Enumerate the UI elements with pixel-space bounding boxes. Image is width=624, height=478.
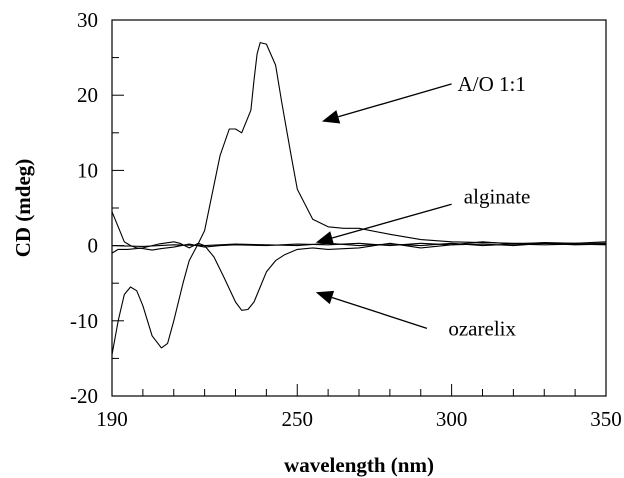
- x-tick-label: 250: [282, 407, 314, 431]
- annotation-label: A/O 1:1: [458, 72, 526, 96]
- annotation-arrowhead: [315, 231, 335, 245]
- x-tick-label: 300: [436, 407, 468, 431]
- y-tick-label: -10: [70, 309, 98, 333]
- y-tick-label: -20: [70, 384, 98, 408]
- annotation-arrow-line: [331, 296, 428, 329]
- x-tick-label: 350: [590, 407, 622, 431]
- y-tick-label: 10: [77, 158, 98, 182]
- annotation-arrowhead: [315, 290, 335, 305]
- series-line-a-o-1-1: [111, 42, 607, 254]
- y-tick-label: 30: [77, 8, 98, 32]
- annotation-arrow-line: [331, 203, 452, 239]
- annotation-arrowhead: [321, 110, 341, 124]
- plot-frame: [111, 19, 607, 397]
- y-tick-label: 20: [77, 83, 98, 107]
- annotations: A/O 1:1 alginate ozarelix: [315, 72, 530, 340]
- annotation-label: ozarelix: [448, 316, 516, 340]
- series-line-spike: [111, 211, 607, 251]
- x-tick-label: 190: [96, 407, 128, 431]
- series: [111, 42, 607, 356]
- annotation-label: alginate: [464, 185, 530, 209]
- y-tick-label: 0: [88, 234, 99, 258]
- x-axis-title: wavelength (nm): [284, 453, 434, 477]
- y-axis-title: CD (mdeg): [11, 159, 35, 258]
- annotation-arrow-line: [338, 83, 452, 118]
- ticks: 190 250 300 350 -20 -10 0 10 20 30: [70, 8, 622, 431]
- axes: [111, 19, 607, 397]
- series-line-ozarelix: [111, 241, 607, 356]
